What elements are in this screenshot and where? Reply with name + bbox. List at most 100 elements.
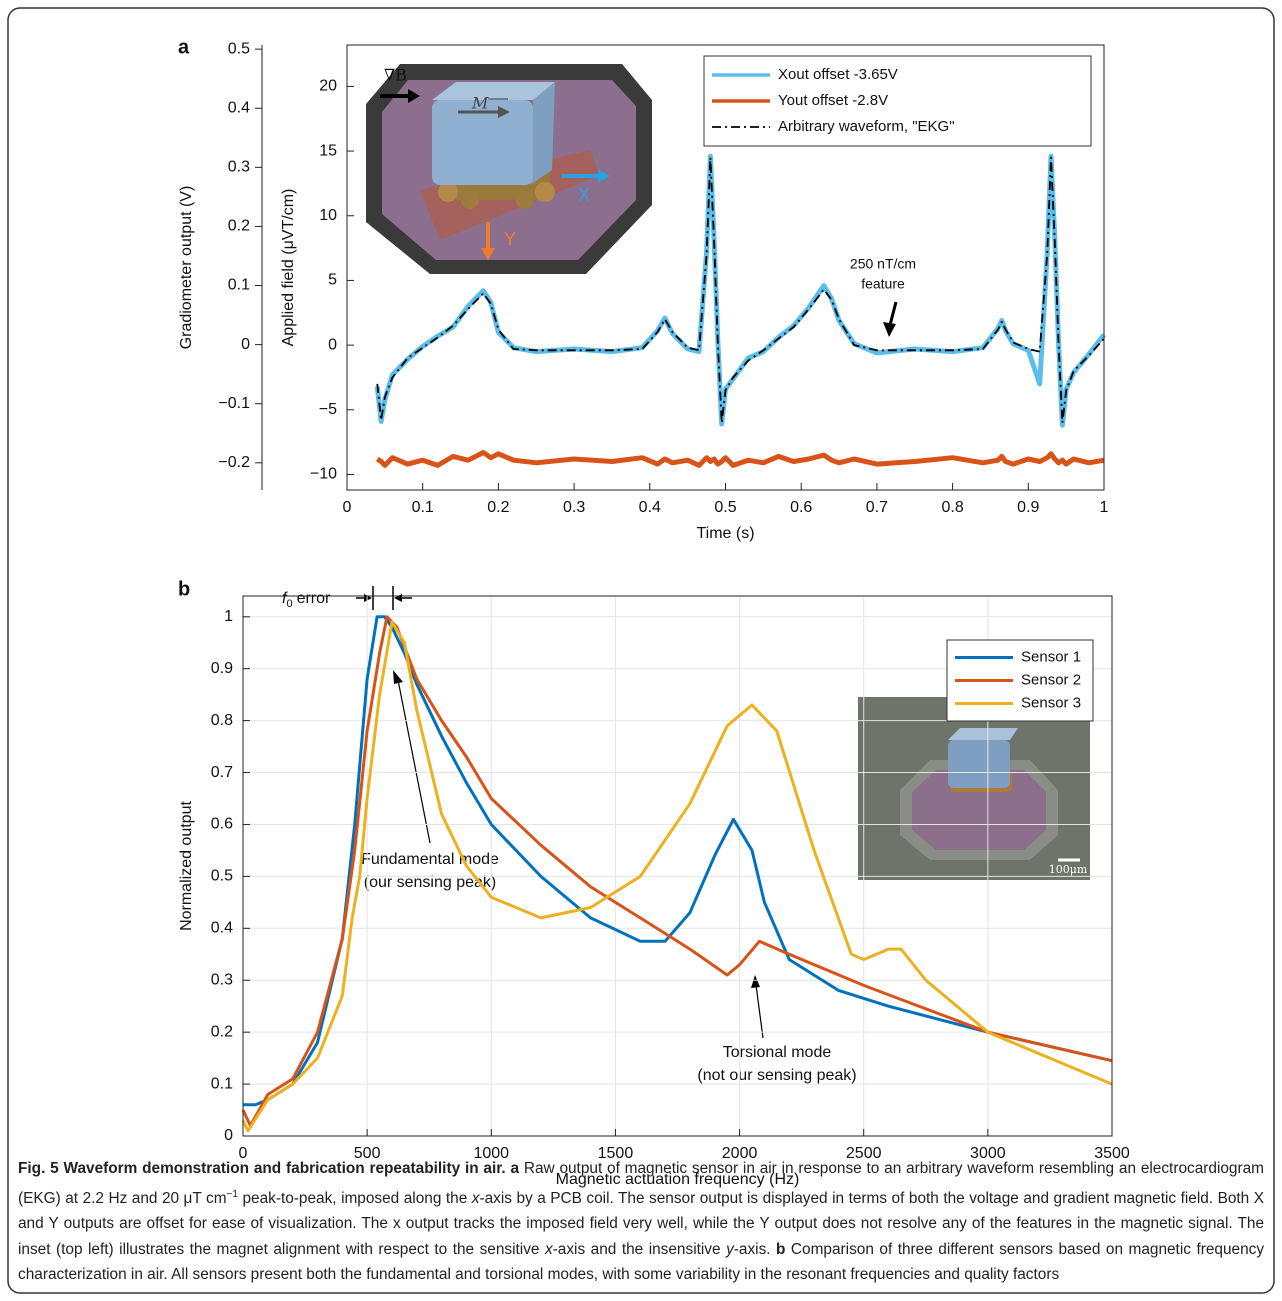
y2-axis-label: Gradiometer output (V)	[178, 186, 195, 350]
x-tick-label: 0	[239, 1145, 248, 1162]
y-tick-label: 0.6	[211, 816, 233, 833]
f0-subscript: 0	[286, 598, 292, 610]
caption: Fig. 5 Waveform demonstration and fabric…	[18, 1156, 1264, 1288]
caption-text: peak-to-peak, imposed along the	[237, 1189, 472, 1207]
y-tick-label: 0.4	[211, 920, 233, 937]
f0-text: error	[297, 590, 331, 607]
f0-arrow	[394, 594, 402, 602]
y-tick-label: 0	[224, 1127, 233, 1144]
x-tick-label: 0.3	[563, 499, 585, 516]
x-axis-label: Time (s)	[696, 525, 754, 542]
caption-italic: x	[471, 1189, 480, 1207]
panel-label: a	[178, 36, 190, 58]
annotation: Fundamental mode	[361, 851, 499, 868]
legend-label: Arbitrary waveform, "EKG"	[778, 118, 955, 135]
frame	[7, 7, 1275, 1294]
y-tick-label: 0.5	[211, 868, 233, 885]
y-tick-label: 0.7	[211, 764, 233, 781]
annotation-arrow	[397, 679, 431, 844]
y2-tick-label: 0.2	[228, 218, 250, 235]
x-axis-label: Magnetic actuation frequency (Hz)	[556, 1171, 800, 1188]
y-tick-label: 0.2	[211, 1023, 233, 1040]
caption-label: b	[776, 1240, 786, 1258]
x-tick-label: 0	[343, 499, 352, 516]
x-tick-label: 0.7	[866, 499, 888, 516]
x-tick-label: 2500	[846, 1145, 882, 1162]
inset-label: X	[578, 185, 590, 205]
annotation-arrow	[888, 301, 898, 326]
x-tick-label: 3500	[1094, 1145, 1130, 1162]
legend-label: Yout offset -2.8V	[778, 92, 888, 109]
caption-italic: y	[726, 1240, 734, 1258]
y-tick-label: 10	[319, 207, 337, 224]
x-tick-label: 500	[354, 1145, 381, 1162]
y2-tick-label: 0.1	[228, 277, 250, 294]
x-tick-label: 0.2	[487, 499, 509, 516]
y2-tick-label: 0.4	[228, 99, 250, 116]
caption-text: -axis.	[733, 1240, 777, 1258]
scale-label: 100μm	[1049, 863, 1088, 876]
plot-frame	[242, 595, 1113, 1137]
x-tick-label: 0.4	[639, 499, 661, 516]
annotation: feature	[861, 276, 905, 292]
y-tick-label: 5	[328, 272, 337, 289]
annotation: (not our sensing peak)	[697, 1067, 856, 1084]
f0-label: f0 error	[282, 590, 331, 610]
series-line	[241, 615, 1113, 1128]
inset-label: ∇B	[384, 66, 407, 85]
series-line	[375, 450, 1105, 468]
x-tick-label: 1	[1100, 499, 1109, 516]
y2-tick-label: −0.1	[218, 395, 250, 412]
y-tick-label: 1	[224, 608, 233, 625]
caption-text: Comparison of three different sensors ba…	[18, 1240, 1265, 1284]
y-axis-label: Applied field (μVT/cm)	[280, 189, 297, 347]
panel-label: b	[178, 578, 190, 600]
f0-arrow	[364, 594, 372, 602]
y-tick-label: 15	[319, 142, 337, 159]
y-axis-label: Normalized output	[178, 801, 195, 931]
annotation-arrow	[751, 975, 760, 988]
legend-label: Sensor 2	[1021, 671, 1081, 688]
x-tick-label: 0.1	[412, 499, 434, 516]
inset-a: ∇B M X Y	[366, 64, 652, 274]
annotation: (our sensing peak)	[364, 874, 497, 891]
legend-label: Sensor 3	[1021, 694, 1081, 711]
y-tick-label: 0.8	[211, 712, 233, 729]
annotation: 250 nT/cm	[850, 256, 916, 272]
y-tick-label: 20	[319, 78, 337, 95]
caption-text: -axis by a PCB coil. The sensor output i…	[18, 1189, 1264, 1258]
x-tick-label: 0.8	[941, 499, 963, 516]
y2-tick-label: 0	[241, 336, 250, 353]
inset-b: 100μm	[858, 697, 1090, 880]
legend-label: Sensor 1	[1021, 648, 1081, 665]
y-tick-label: 0.1	[211, 1075, 233, 1092]
caption-title: Fig. 5 Waveform demonstration and fabric…	[18, 1160, 520, 1177]
x-tick-label: 0.9	[1017, 499, 1039, 516]
x-tick-label: 0.6	[790, 499, 812, 516]
caption-sup: −1	[226, 1188, 238, 1200]
y-tick-label: 0	[328, 336, 337, 353]
x-tick-label: 1500	[598, 1145, 634, 1162]
y-tick-label: 0.9	[211, 660, 233, 677]
y2-tick-label: 0.5	[228, 40, 250, 57]
y-tick-label: −10	[310, 466, 337, 483]
y-tick-label: −5	[319, 401, 337, 418]
series-line	[241, 620, 1113, 1133]
x-tick-label: 0.5	[714, 499, 736, 516]
f0-symbol: f	[282, 590, 288, 607]
annotation-arrow	[755, 984, 764, 1039]
caption-italic: x	[544, 1240, 553, 1258]
x-tick-label: 2000	[722, 1145, 758, 1162]
caption-text: -axis and the insensitive	[552, 1240, 727, 1258]
inset-label: M	[471, 94, 489, 113]
y2-tick-label: 0.3	[228, 159, 250, 176]
x-tick-label: 1000	[473, 1145, 509, 1162]
caption-text: Raw output of magnetic sensor in air in …	[18, 1160, 1264, 1207]
y2-tick-label: −0.2	[218, 454, 250, 471]
y-tick-label: 0.3	[211, 971, 233, 988]
series-line	[376, 156, 1105, 424]
inset-label: Y	[504, 229, 516, 249]
annotation-arrow	[883, 322, 896, 337]
